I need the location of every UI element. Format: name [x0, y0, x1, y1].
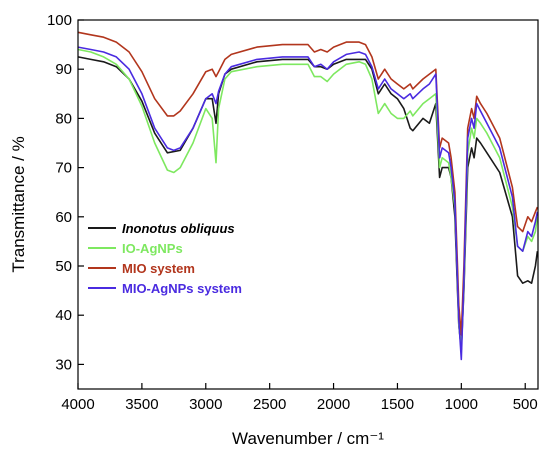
- y-tick-label: 70: [55, 160, 72, 177]
- y-tick-label: 60: [55, 209, 72, 226]
- series-line-3: [77, 46, 539, 361]
- plot-lines: [77, 31, 539, 361]
- y-axis-title: Transmittance / %: [9, 136, 28, 272]
- x-tick-label: 2000: [317, 396, 350, 413]
- legend-label: IO-AgNPs: [122, 241, 183, 256]
- x-tick-label: 2500: [253, 396, 286, 413]
- y-tick-label: 40: [55, 307, 72, 324]
- x-tick-label: 1500: [381, 396, 414, 413]
- x-axis-title: Wavenumber / cm⁻¹: [232, 429, 384, 448]
- legend: Inonotus obliquus IO-AgNPs MIO system MIO-A…: [88, 221, 242, 296]
- legend-label: MIO-AgNPs system: [122, 281, 242, 296]
- y-tick-label: 30: [55, 356, 72, 373]
- series-line-2: [77, 31, 539, 336]
- x-tick-label: 4000: [61, 396, 94, 413]
- legend-label: MIO system: [122, 261, 195, 276]
- y-tick-label: 100: [47, 12, 72, 29]
- legend-label: Inonotus obliquus: [122, 221, 235, 236]
- y-tick-label: 80: [55, 110, 72, 127]
- y-axis-ticks: 30 40 50 60 70 80 90 100: [47, 12, 84, 373]
- series-line-1: [77, 48, 539, 351]
- plot-frame: [77, 19, 539, 390]
- x-tick-label: 1000: [445, 396, 478, 413]
- x-tick-label: 3000: [189, 396, 222, 413]
- y-tick-label: 90: [55, 61, 72, 78]
- x-axis-ticks: 4000 3500 3000 2500 2000 1500 1000 500: [61, 383, 538, 413]
- x-tick-label: 3500: [125, 396, 158, 413]
- y-tick-label: 50: [55, 258, 72, 275]
- x-tick-label: 500: [513, 396, 538, 413]
- series-line-0: [77, 56, 539, 351]
